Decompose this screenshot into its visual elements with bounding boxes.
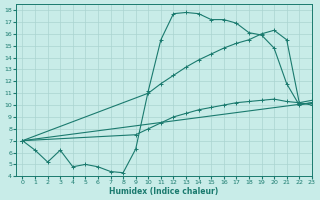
X-axis label: Humidex (Indice chaleur): Humidex (Indice chaleur)	[109, 187, 219, 196]
